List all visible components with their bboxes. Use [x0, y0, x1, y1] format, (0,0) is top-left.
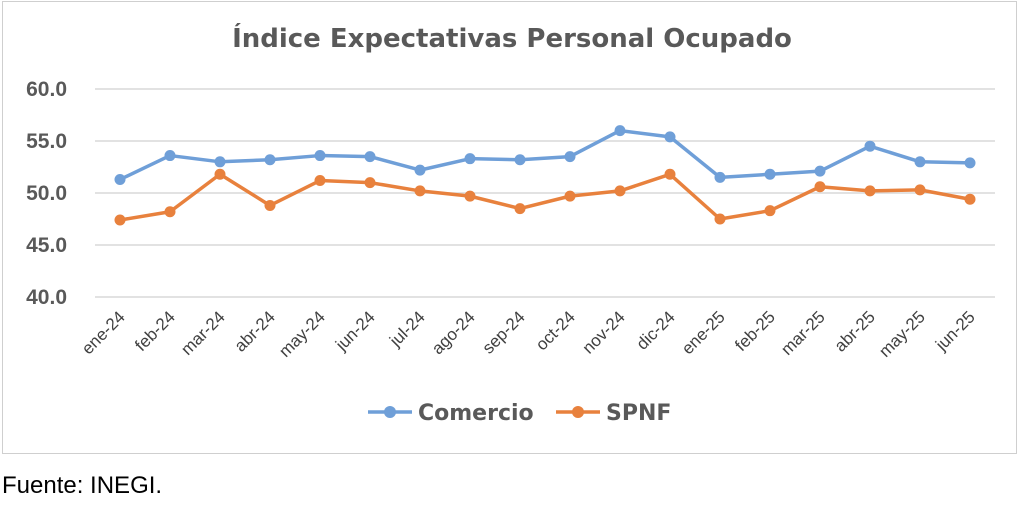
x-tick-label: ago-24	[428, 307, 479, 358]
data-point	[264, 154, 276, 166]
data-point	[914, 184, 926, 196]
data-point	[914, 156, 926, 168]
y-tick-label: 50.0	[26, 182, 67, 205]
x-tick-label: dic-24	[633, 307, 679, 353]
data-point	[964, 193, 976, 205]
data-point	[514, 154, 526, 166]
legend-marker	[572, 406, 584, 418]
x-tick-label: feb-25	[731, 307, 779, 355]
data-point	[514, 203, 526, 215]
data-point	[314, 175, 326, 187]
x-tick-label: abr-24	[231, 307, 279, 355]
legend-label: SPNF	[606, 401, 671, 426]
data-point	[664, 131, 676, 143]
data-point	[714, 213, 726, 225]
source-note: Fuente: INEGI.	[2, 472, 163, 499]
data-point	[814, 165, 826, 177]
data-point	[164, 206, 176, 218]
legend-marker	[384, 406, 396, 418]
data-point	[864, 185, 876, 197]
x-tick-label: ene-25	[678, 307, 729, 358]
data-point	[814, 181, 826, 193]
legend-label: Comercio	[418, 401, 534, 426]
data-point	[214, 168, 226, 180]
data-point	[114, 214, 126, 226]
y-tick-label: 60.0	[26, 78, 67, 101]
data-point	[464, 153, 476, 165]
data-point	[364, 151, 376, 163]
data-point	[764, 205, 776, 217]
data-point	[864, 140, 876, 152]
data-point	[464, 190, 476, 202]
data-point	[414, 185, 426, 197]
data-point	[564, 151, 576, 163]
y-tick-label: 40.0	[26, 286, 67, 309]
x-tick-label: may-24	[275, 307, 329, 361]
data-point	[364, 177, 376, 189]
x-tick-label: sep-24	[479, 307, 529, 357]
x-tick-label: may-25	[875, 307, 929, 361]
data-point	[714, 171, 726, 183]
x-tick-label: mar-25	[777, 307, 829, 359]
data-point	[414, 164, 426, 176]
x-tick-label: ene-24	[78, 307, 129, 358]
data-point	[264, 199, 276, 211]
data-point	[164, 150, 176, 162]
series-line	[119, 128, 971, 182]
series-line	[119, 172, 971, 222]
data-point	[664, 168, 676, 180]
x-tick-label: abr-25	[831, 307, 879, 355]
data-point	[614, 185, 626, 197]
chart-title: Índice Expectativas Personal Ocupado	[232, 24, 792, 54]
data-point	[564, 190, 576, 202]
x-tick-label: jun-24	[331, 307, 379, 355]
x-tick-label: jun-25	[931, 307, 979, 355]
chart-frame	[2, 1, 1017, 454]
x-tick-label: feb-24	[131, 307, 179, 355]
data-point	[764, 168, 776, 180]
data-point	[214, 156, 226, 168]
x-tick-label: jul-24	[385, 307, 429, 351]
x-tick-label: nov-24	[579, 307, 629, 357]
y-tick-label: 55.0	[26, 130, 67, 153]
data-point	[614, 125, 626, 137]
data-point	[964, 157, 976, 169]
x-tick-label: mar-24	[177, 307, 229, 359]
y-tick-label: 45.0	[26, 234, 67, 257]
x-tick-label: oct-24	[532, 307, 579, 354]
data-point	[114, 173, 126, 185]
data-point	[314, 150, 326, 162]
